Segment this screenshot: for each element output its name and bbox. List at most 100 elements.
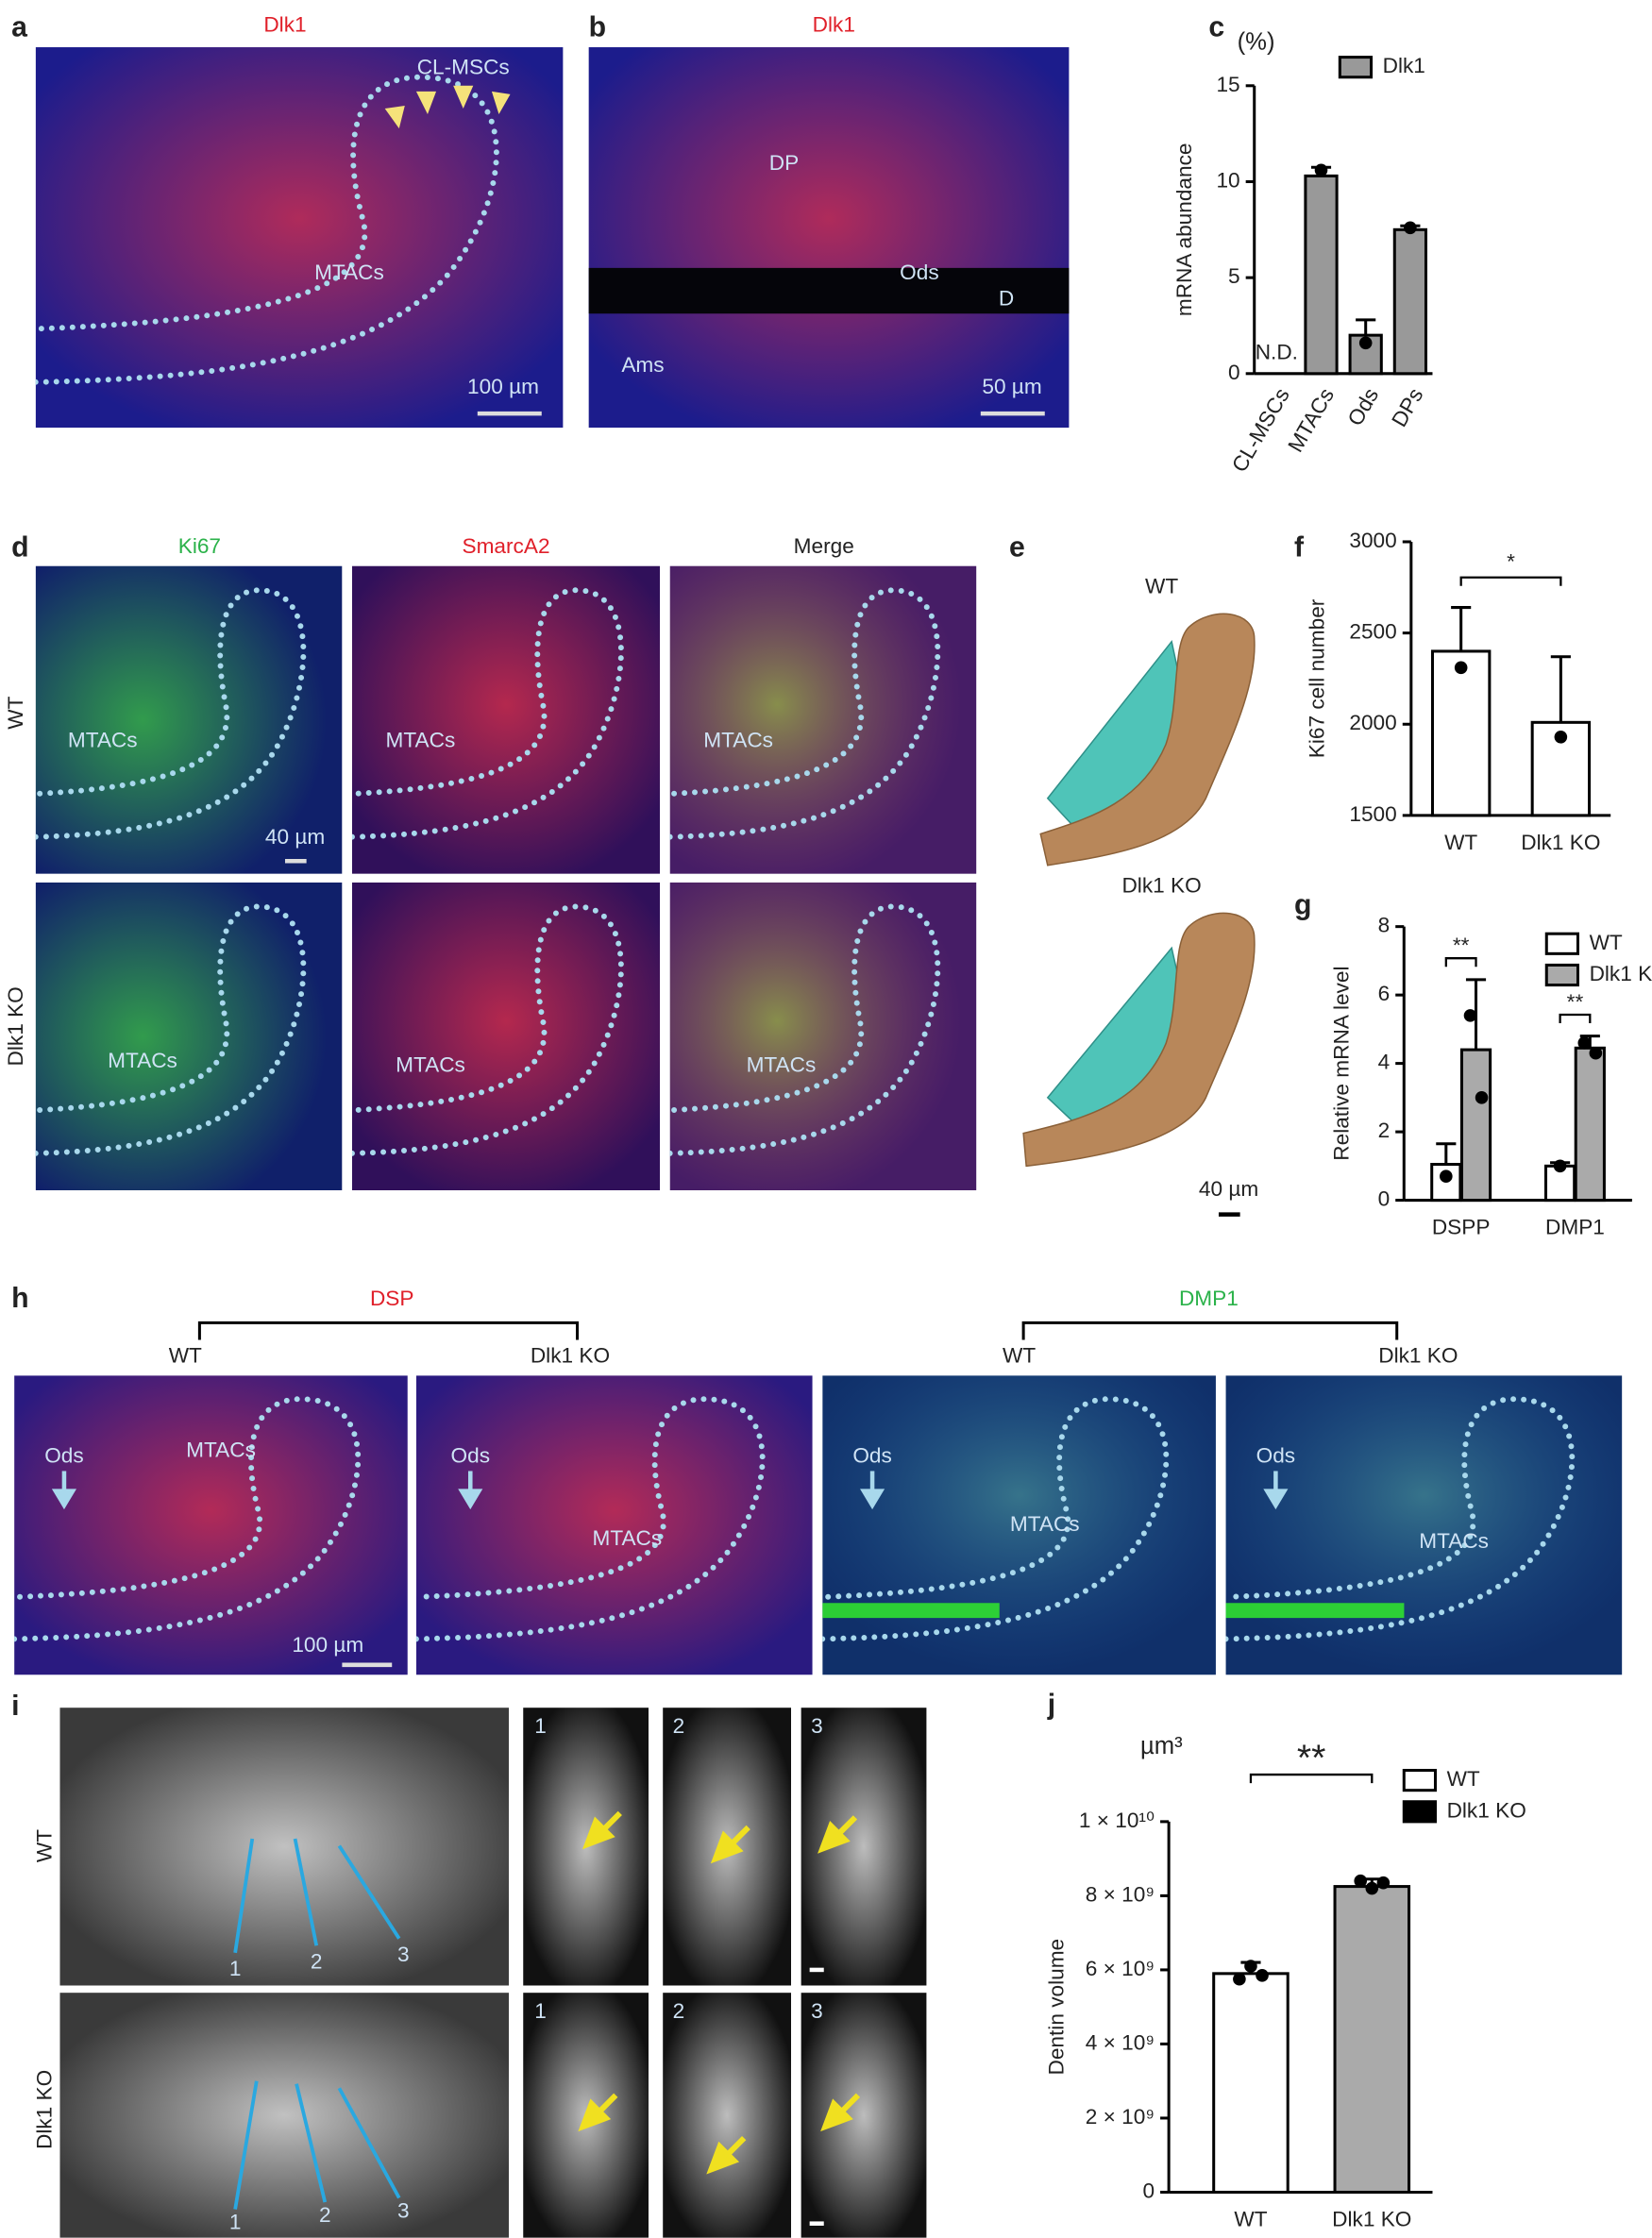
significance-bracket (1459, 576, 1562, 586)
micrograph (351, 565, 661, 874)
scale-label: 40 µm (265, 825, 325, 849)
panel-letter: j (1047, 1690, 1055, 1721)
bar (1430, 649, 1492, 817)
image-label: CL-MSCs (417, 56, 510, 79)
panel-letter: e (1009, 531, 1025, 563)
legend-swatch (1544, 932, 1579, 955)
micrograph (1225, 1375, 1623, 1675)
panel-letter: f (1294, 531, 1305, 563)
section-number: 2 (311, 1949, 323, 1973)
image-label: D (999, 286, 1014, 310)
section-number: 1 (229, 2211, 242, 2234)
group-title: DMP1 (1179, 1287, 1239, 1310)
row-label: WT (1145, 574, 1178, 597)
micrograph (351, 882, 661, 1190)
y-tick-label: 2500 (1349, 620, 1396, 644)
arrows (51, 1471, 1289, 1510)
y-tick-label: 1500 (1349, 802, 1396, 826)
scale-label: 50 µm (982, 375, 1041, 398)
y-axis-label: Ki67 cell number (1306, 598, 1329, 758)
legend-label: Dlk1 (1383, 54, 1425, 77)
data-point (1577, 1036, 1592, 1050)
bar (1304, 174, 1339, 376)
y-tick-label: 8 × 10⁹ (1086, 1882, 1155, 1906)
image-label: Ods (852, 1443, 892, 1467)
data-point (1554, 730, 1568, 744)
section-number: 1 (229, 1957, 242, 1980)
section-lines (233, 1838, 401, 2210)
significance-label: ** (1297, 1737, 1326, 1778)
condition-label: WT (1003, 1344, 1036, 1368)
data-point (1233, 1972, 1246, 1986)
data-point (1553, 1159, 1567, 1173)
section-number: 1 (534, 1999, 547, 2023)
error-bar (1356, 318, 1376, 336)
image-label: DP (769, 151, 799, 175)
row-label: WT (32, 1829, 56, 1862)
condition-label: Dlk1 KO (531, 1344, 610, 1368)
image-label: MTACs (1419, 1529, 1489, 1553)
y-tick-label: 1 × 10¹⁰ (1079, 1809, 1155, 1832)
unit-label: µm³ (1140, 1733, 1183, 1759)
micrograph (670, 565, 977, 874)
micrograph (35, 47, 564, 429)
row-label: WT (4, 696, 27, 729)
legend-label: Dlk1 KO (1447, 1798, 1526, 1822)
image-label: Ams (621, 353, 664, 377)
y-tick-label: 2 (1378, 1119, 1391, 1142)
data-point (1463, 1009, 1477, 1022)
section-number: 2 (319, 2203, 331, 2227)
panel-letter: b (589, 11, 606, 42)
y-tick-label: 3000 (1349, 529, 1396, 552)
micrograph (801, 1708, 927, 1986)
data-point (1589, 1046, 1603, 1060)
legend-swatch (1402, 1800, 1438, 1824)
panel-letter: c (1208, 11, 1224, 42)
y-tick-label: 4 × 10⁹ (1086, 2030, 1155, 2054)
significance-bracket (1249, 1773, 1374, 1784)
y-axis-label: Dentin volume (1044, 1939, 1068, 2076)
micrograph (59, 1708, 510, 1986)
scale-label: 100 µm (292, 1633, 363, 1657)
annotation: N.D. (1256, 341, 1298, 364)
panel-title: Dlk1 (263, 12, 306, 36)
image-label: MTACs (186, 1438, 256, 1461)
x-tick-label: WT (1444, 831, 1477, 854)
image-label: Ods (44, 1443, 84, 1467)
y-axis-label: Relative mRNA level (1329, 967, 1353, 1161)
micrograph (801, 1993, 927, 2238)
scale-label: 100 µm (467, 375, 539, 398)
y-tick-label: 15 (1216, 73, 1239, 96)
data-point (1314, 163, 1328, 177)
section-number: 2 (673, 1999, 685, 2023)
scale-label: 40 µm (1199, 1177, 1258, 1201)
x-tick-label: Ods (1343, 384, 1383, 429)
column-title: Ki67 (178, 534, 221, 558)
image-label: MTACs (108, 1049, 177, 1072)
legend-swatch (1402, 1769, 1438, 1792)
section-number: 3 (811, 1714, 823, 1738)
arrowheads (384, 85, 511, 129)
y-tick-label: 6 × 10⁹ (1086, 1957, 1155, 1980)
section-number: 1 (534, 1714, 547, 1738)
column-title: SmarcA2 (462, 534, 549, 558)
panel-letter: d (11, 531, 28, 563)
y-tick-label: 5 (1228, 264, 1240, 288)
data-point (1354, 1874, 1368, 1888)
data-point (1404, 221, 1417, 235)
bar (1459, 1048, 1492, 1203)
image-label: Ods (1256, 1443, 1296, 1467)
micrograph (822, 1375, 1216, 1675)
x-tick-label: CL-MSCs (1227, 384, 1294, 476)
error-bar (1451, 606, 1472, 651)
legend-label: WT (1447, 1767, 1480, 1791)
section-number: 3 (397, 2199, 410, 2223)
significance-bracket (1559, 1013, 1592, 1024)
row-label: Dlk1 KO (4, 986, 27, 1066)
image-label: Ods (900, 261, 939, 284)
bar (1392, 227, 1427, 376)
data-point (1376, 1876, 1391, 1890)
group-bracket (1021, 1321, 1399, 1340)
condition-label: WT (169, 1344, 202, 1368)
